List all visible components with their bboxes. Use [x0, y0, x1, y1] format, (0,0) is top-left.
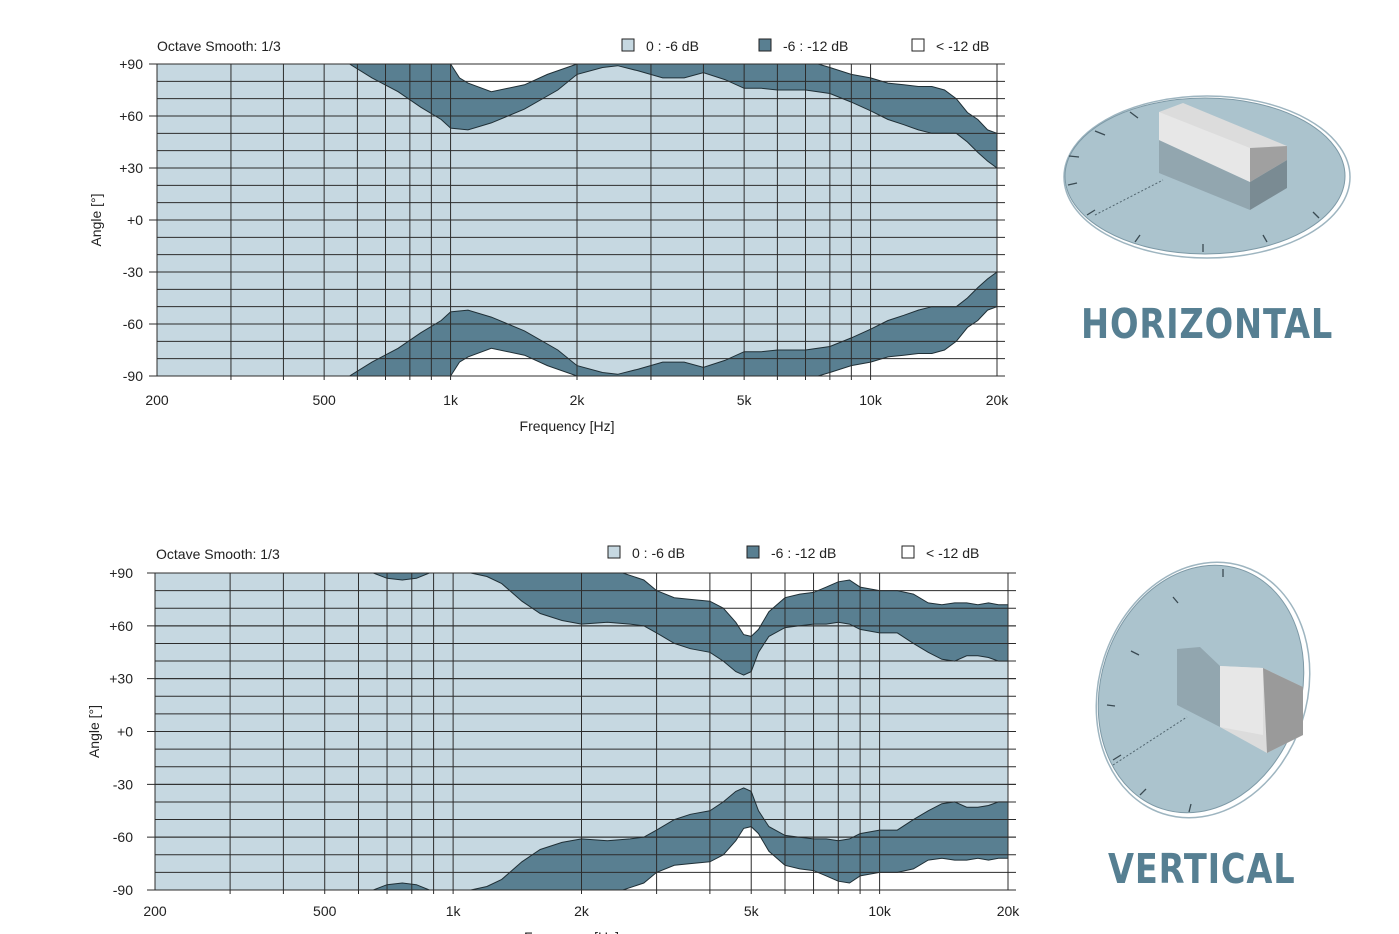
x-tick-label: 5k: [744, 903, 760, 919]
legend-swatch: [746, 545, 760, 559]
y-tick-label: -90: [113, 882, 133, 898]
y-axis-label: Angle [°]: [88, 193, 104, 246]
legend-swatch: [901, 545, 915, 559]
legend-label: < -12 dB: [926, 545, 979, 561]
chart-title: Octave Smooth: 1/3: [157, 38, 281, 54]
band-below-12-bottom: [470, 826, 1009, 891]
x-tick-label: 10k: [868, 903, 892, 919]
x-tick-label: 20k: [986, 392, 1010, 408]
y-tick-label: -60: [113, 829, 133, 845]
y-tick-label: -90: [123, 368, 143, 384]
x-tick-label: 2k: [574, 903, 590, 919]
vertical-section-title: VERTICAL: [1108, 845, 1296, 893]
x-tick-label: 1k: [443, 392, 459, 408]
chart-title: Octave Smooth: 1/3: [156, 546, 280, 562]
x-tick-label: 10k: [859, 392, 883, 408]
x-tick-label: 1k: [446, 903, 462, 919]
y-tick-label: +90: [109, 565, 133, 581]
legend-label: 0 : -6 dB: [632, 545, 685, 561]
x-tick-label: 200: [143, 903, 167, 919]
x-tick-label: 20k: [997, 903, 1021, 919]
y-tick-label: -30: [123, 264, 143, 280]
legend-label: < -12 dB: [936, 38, 989, 54]
x-tick-label: 500: [312, 392, 336, 408]
legend-swatch: [607, 545, 621, 559]
y-tick-label: -30: [113, 776, 133, 792]
y-tick-label: +0: [127, 212, 143, 228]
x-axis-label: Frequency [Hz]: [520, 418, 615, 434]
legend-swatch: [621, 38, 635, 52]
y-axis-label: Angle [°]: [86, 705, 102, 758]
legend-label: -6 : -12 dB: [771, 545, 836, 561]
legend-swatch: [911, 38, 925, 52]
y-tick-label: +90: [119, 56, 143, 72]
vertical-directivity-chart: +90 +60 +30 +0 -30 -60 -90 200 500 1k 2k 5k 10k 20k Oc…: [86, 545, 1021, 934]
y-tick-label: +0: [117, 724, 133, 740]
legend-label: 0 : -6 dB: [646, 38, 699, 54]
legend-swatch: [758, 38, 772, 52]
horizontal-section-title: HORIZONTAL: [1081, 300, 1334, 348]
speaker-horizontal-icon: [1063, 95, 1351, 259]
x-tick-label: 200: [145, 392, 169, 408]
x-tick-label: 500: [313, 903, 337, 919]
y-tick-label: +30: [109, 671, 133, 687]
y-tick-label: +60: [119, 108, 143, 124]
y-tick-label: +60: [109, 618, 133, 634]
x-axis-label: Frequency [Hz]: [524, 929, 619, 934]
y-tick-label: +30: [119, 160, 143, 176]
band-below-12-top: [470, 572, 1009, 637]
speaker-vertical-icon: [1095, 561, 1311, 819]
y-tick-label: -60: [123, 316, 143, 332]
x-tick-label: 5k: [737, 392, 753, 408]
legend-label: -6 : -12 dB: [783, 38, 848, 54]
x-tick-label: 2k: [570, 392, 586, 408]
